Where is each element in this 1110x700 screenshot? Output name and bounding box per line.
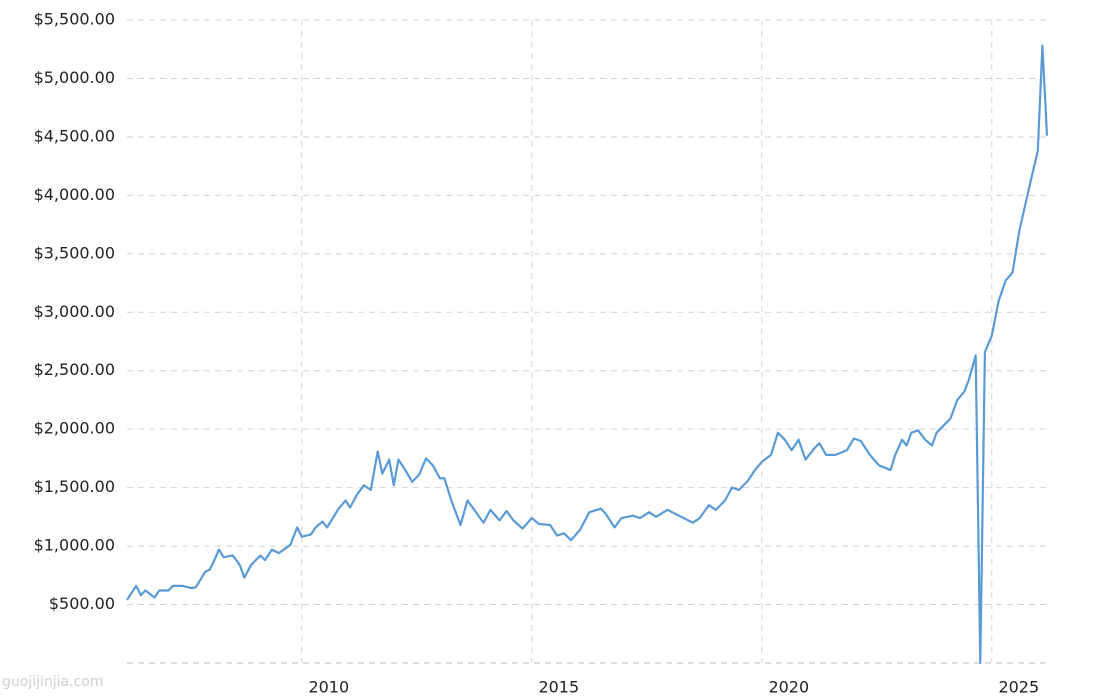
y-tick-label: $4,500.00: [34, 126, 115, 145]
y-tick-label: $500.00: [49, 594, 115, 613]
y-tick-label: $2,000.00: [34, 419, 115, 438]
y-tick-label: $3,500.00: [34, 243, 115, 262]
watermark: guojijinjia.com: [2, 674, 103, 690]
y-tick-label: $1,000.00: [34, 536, 115, 555]
y-tick-label: $5,500.00: [34, 10, 115, 29]
y-tick-label: $3,000.00: [34, 302, 115, 321]
y-tick-label: $1,500.00: [34, 477, 115, 496]
y-tick-label: $2,500.00: [34, 360, 115, 379]
y-tick-label: $5,000.00: [34, 68, 115, 87]
price-line: [126, 44, 1049, 665]
y-tick-label: $4,000.00: [34, 185, 115, 204]
x-tick-label: 2010: [308, 678, 349, 697]
x-tick-label: 2020: [768, 678, 809, 697]
x-tick-label: 2015: [538, 678, 579, 697]
x-tick-label: 2025: [998, 678, 1039, 697]
